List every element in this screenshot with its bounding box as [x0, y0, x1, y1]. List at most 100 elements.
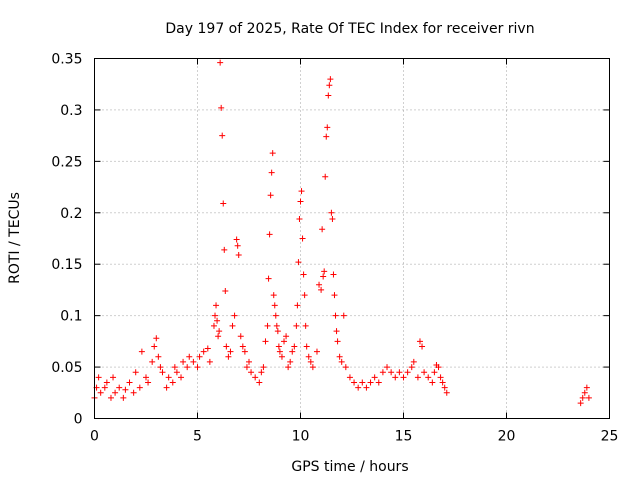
x-tick-label: 0 [90, 429, 99, 445]
data-point [212, 312, 219, 319]
data-point [309, 364, 316, 371]
data-point [194, 364, 201, 371]
data-point [326, 82, 333, 89]
data-point [153, 335, 160, 342]
y-tick-label: 0.35 [51, 52, 82, 68]
x-axis-ticks: 0 5 10 15 20 25 [90, 58, 619, 445]
data-point [325, 92, 332, 99]
data-point [328, 209, 335, 216]
data-point [583, 384, 590, 391]
data-point [585, 394, 592, 401]
data-point [237, 333, 244, 340]
x-tick-label: 15 [395, 429, 413, 445]
x-tick-label: 5 [193, 429, 202, 445]
data-point [283, 333, 290, 340]
data-point [408, 364, 415, 371]
data-point [331, 292, 338, 299]
data-point [410, 358, 417, 365]
data-point [143, 374, 149, 381]
data-point [425, 374, 432, 381]
data-point [116, 384, 123, 391]
data-point [218, 104, 225, 111]
data-point [260, 364, 267, 371]
x-tick-label: 25 [601, 429, 619, 445]
chart-title: Day 197 of 2025, Rate Of TEC Index for r… [165, 21, 534, 37]
data-point [225, 353, 232, 360]
data-point [178, 374, 185, 381]
data-point [204, 345, 211, 352]
data-point [267, 192, 274, 199]
data-point [342, 364, 349, 371]
data-point [305, 353, 312, 360]
data-point [101, 384, 108, 391]
y-tick-label: 0 [74, 412, 83, 428]
data-point [296, 215, 303, 222]
data-point [97, 389, 104, 396]
data-point [262, 338, 269, 345]
data-point [138, 348, 145, 355]
data-point [293, 322, 300, 329]
data-point [159, 369, 166, 376]
data-point [112, 389, 119, 396]
data-point [396, 369, 403, 376]
data-point [298, 188, 305, 195]
data-point [355, 384, 362, 391]
data-point [270, 292, 277, 299]
data-point [287, 358, 294, 365]
data-point [196, 353, 203, 360]
data-point [215, 333, 222, 340]
data-point [437, 374, 444, 381]
data-point [276, 348, 283, 355]
data-point [241, 348, 248, 355]
data-point [200, 348, 207, 355]
data-point [149, 358, 156, 365]
data-point [248, 369, 255, 376]
data-point [269, 150, 276, 157]
data-point [274, 328, 281, 335]
data-point [110, 374, 117, 381]
data-point [186, 353, 193, 360]
data-point [169, 379, 176, 386]
data-point [324, 124, 331, 131]
data-point [272, 312, 279, 319]
data-point [222, 287, 229, 294]
data-point [258, 369, 265, 376]
data-point [363, 384, 370, 391]
data-point [184, 364, 191, 371]
data-point [429, 379, 436, 386]
data-point [414, 374, 421, 381]
data-point [435, 364, 442, 371]
data-point [318, 286, 325, 293]
data-point [367, 379, 374, 386]
data-point [171, 364, 178, 371]
y-tick-label: 0.25 [51, 154, 82, 170]
data-point [234, 242, 241, 249]
data-point [155, 353, 162, 360]
data-point [219, 132, 226, 139]
data-point [264, 322, 271, 329]
data-point [227, 348, 234, 355]
y-axis-ticks: 0 0.05 0.1 0.15 0.2 0.25 0.3 0.35 [51, 52, 610, 428]
data-point [334, 338, 341, 345]
data-point [120, 394, 127, 401]
data-point [439, 379, 446, 386]
data-point [340, 312, 347, 319]
data-point [221, 246, 228, 253]
y-tick-label: 0.1 [60, 309, 82, 325]
data-point [330, 271, 337, 278]
y-tick-label: 0.3 [60, 103, 82, 119]
y-tick-label: 0.2 [60, 206, 82, 222]
data-point [302, 322, 309, 329]
data-point [213, 302, 220, 309]
data-point [327, 76, 334, 83]
data-point [320, 273, 327, 280]
data-point [300, 271, 307, 278]
data-point [384, 364, 391, 371]
data-point [151, 343, 158, 350]
data-point [313, 348, 320, 355]
data-point [271, 302, 278, 309]
data-point [581, 389, 588, 396]
data-point [322, 173, 329, 180]
data-point [404, 369, 411, 376]
data-point [321, 268, 328, 275]
